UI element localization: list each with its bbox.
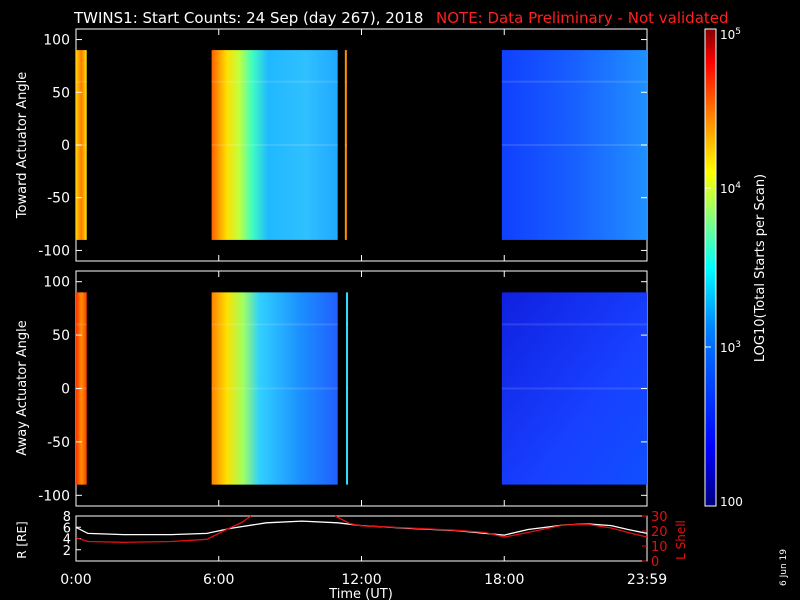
- angle-band: [344, 144, 347, 146]
- colorbar: [704, 28, 717, 507]
- coverage-block: [501, 292, 647, 485]
- y-tick-label: 50: [52, 85, 70, 101]
- r-tick-label: 4: [63, 533, 71, 548]
- middle-y-label: Away Actuator Angle: [15, 320, 30, 455]
- x-tick-label: 0:00: [60, 572, 91, 588]
- coverage-block: [211, 292, 338, 485]
- bottom-panel-frame: [75, 515, 648, 562]
- l-shell-series-line: [334, 515, 648, 538]
- orbit-lines: [75, 515, 648, 543]
- r-tick-label: 8: [63, 510, 71, 525]
- l-tick-label: 20: [651, 525, 668, 540]
- coverage-block: [211, 50, 338, 240]
- x-tick-label: 23:59: [627, 572, 667, 588]
- r-tick-label: 6: [63, 521, 71, 536]
- x-tick-label: 12:00: [341, 572, 381, 588]
- colorbar-ticks: 105 104 103 100: [705, 27, 743, 509]
- y-tick-label: 100: [43, 33, 70, 49]
- angle-band: [344, 80, 347, 83]
- l-tick-label: 0: [651, 555, 659, 570]
- y-tick-label: -50: [47, 191, 70, 207]
- l-shell-series-line: [75, 515, 252, 543]
- date-stamp: 6 Jun 19: [779, 549, 789, 586]
- colorbar-label: LOG10(Total Starts per Scan): [753, 174, 768, 362]
- y-tick-label: 0: [61, 138, 70, 154]
- angle-band: [346, 387, 349, 390]
- colorbar-tick-label: 104: [720, 181, 741, 196]
- y-tick-label: -100: [38, 488, 70, 504]
- angle-band: [501, 144, 647, 146]
- y-tick-label: 0: [61, 382, 70, 398]
- x-tick-label: 18:00: [484, 572, 524, 588]
- angle-band: [211, 80, 338, 83]
- angle-band: [501, 323, 647, 326]
- y-tick-label: 50: [52, 328, 70, 344]
- angle-band: [501, 387, 647, 390]
- l-tick-label: 10: [651, 540, 668, 555]
- angle-band: [501, 80, 647, 83]
- middle-y-axis: 100 50 0 -50 -100: [38, 271, 648, 506]
- r-tick-label: 2: [63, 544, 71, 559]
- coverage-block: [346, 292, 349, 485]
- y-tick-label: -50: [47, 435, 70, 451]
- angle-band: [346, 323, 349, 326]
- coverage-block: [501, 50, 647, 240]
- angle-band: [211, 144, 338, 146]
- colorbar-tick-label: 100: [720, 495, 743, 509]
- colorbar-tick-label: 105: [720, 27, 741, 42]
- x-tick-label: 6:00: [203, 572, 234, 588]
- top-heatmap: [76, 50, 647, 240]
- angle-band: [76, 323, 87, 326]
- angle-band: [76, 80, 87, 83]
- r-axis-label: R [RE]: [15, 521, 29, 558]
- coverage-block: [344, 50, 347, 240]
- angle-band: [211, 323, 338, 326]
- l-shell-axis-label: L Shell: [674, 520, 688, 560]
- top-y-axis: 100 50 0 -50 -100: [38, 29, 648, 261]
- y-tick-label: 100: [43, 275, 70, 291]
- y-tick-label: -100: [38, 243, 70, 259]
- preliminary-note: NOTE: Data Preliminary - Not validated: [436, 9, 729, 27]
- colorbar-tick-label: 103: [720, 340, 741, 355]
- l-tick-label: 30: [651, 510, 668, 525]
- top-y-label: Toward Actuator Angle: [15, 72, 30, 219]
- x-axis-label: Time (UT): [328, 587, 393, 600]
- chart-title: TWINS1: Start Counts: 24 Sep (day 267), …: [73, 9, 423, 27]
- angle-band: [211, 387, 338, 390]
